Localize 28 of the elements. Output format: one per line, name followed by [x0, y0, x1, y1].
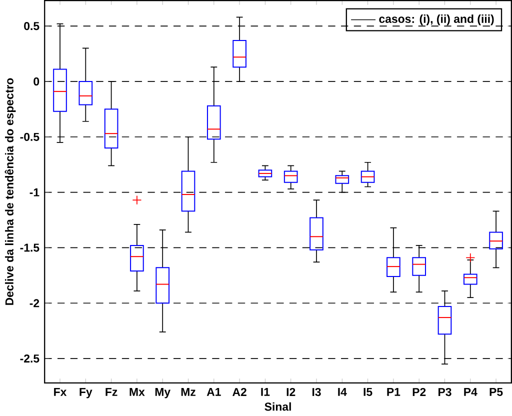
y-tick-label: -2 — [30, 299, 40, 308]
y-axis-title: Declive da linha de tendência do espectro — [4, 78, 16, 306]
x-tick-label: Mx — [130, 388, 145, 396]
x-tick-label: I2 — [286, 388, 296, 396]
x-tick-label: P4 — [464, 388, 478, 396]
x-tick-label: My — [155, 388, 170, 398]
x-tick-label: I3 — [312, 388, 321, 396]
x-tick-label: P3 — [438, 388, 452, 396]
x-tick-label: Fz — [106, 388, 118, 396]
x-tick-label: I1 — [261, 388, 270, 396]
x-tick-label: A1 — [206, 388, 221, 396]
y-tick-label: -1 — [30, 188, 40, 196]
y-tick-label: 0 — [34, 78, 40, 86]
y-tick-label: -1.5 — [20, 244, 40, 252]
x-tick-label: I5 — [364, 388, 372, 396]
x-tick-label: Fx — [54, 388, 67, 396]
x-tick-label: Mz — [181, 388, 196, 396]
y-tick-label: -0.5 — [20, 133, 40, 142]
x-tick-label: P2 — [412, 388, 426, 396]
x-tick-label: Fy — [80, 388, 92, 398]
x-tick-label: P1 — [387, 388, 400, 396]
x-tick-label: A2 — [232, 388, 246, 396]
x-tick-label: I4 — [338, 388, 347, 396]
x-axis-title: Sinal — [264, 402, 291, 411]
y-tick-label: 0.5 — [24, 22, 40, 30]
x-tick-label: P5 — [490, 388, 503, 396]
y-tick-label: -2.5 — [20, 354, 40, 363]
text: casos: (i), (ii) and (iii) — [379, 14, 494, 26]
